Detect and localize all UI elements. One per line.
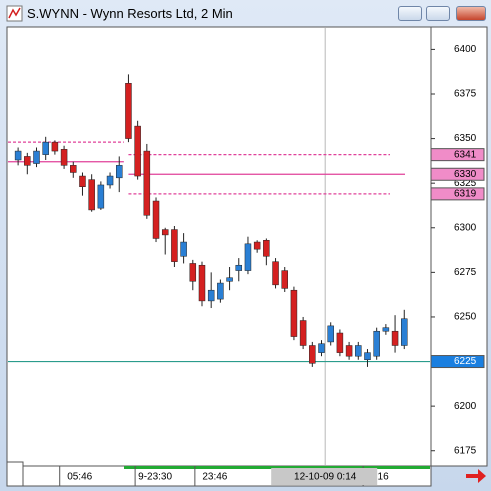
close-button[interactable] (456, 6, 486, 21)
candle-body (14, 150, 22, 161)
candle-body (88, 179, 95, 211)
candle-body (51, 141, 59, 152)
y-tick-label: 6400 (454, 44, 477, 55)
candle-body (180, 241, 187, 257)
level-label: 6225 (454, 356, 477, 367)
candle-body (70, 165, 77, 173)
candle-body (125, 83, 132, 139)
y-tick-label: 6250 (454, 312, 477, 323)
candle-body (161, 229, 169, 236)
candle-body (318, 343, 325, 353)
candle-body (60, 149, 68, 166)
level-label-box (430, 167, 485, 181)
window-title: S.WYNN - Wynn Resorts Ltd, 2 Min (27, 6, 233, 21)
candle-body (382, 327, 390, 332)
y-tick-label: 6300 (454, 222, 477, 233)
candle-body (134, 125, 141, 177)
candle-body (364, 352, 371, 361)
candle-body (336, 332, 344, 353)
candle-body (290, 289, 298, 337)
candle-body (198, 264, 206, 302)
candle-body (391, 330, 399, 346)
y-tick-label: 6350 (454, 133, 477, 144)
level-label-box (430, 148, 485, 162)
candle-body (235, 264, 243, 271)
candle-body (33, 150, 40, 164)
x-tick-label: 16 (378, 472, 390, 483)
candle-body (143, 150, 151, 216)
candle-body (309, 345, 316, 364)
scroll-box[interactable] (6, 461, 24, 487)
x-tick-label: 9-23:30 (138, 472, 172, 483)
maximize-button[interactable] (426, 6, 450, 21)
y-tick-label: 6275 (454, 267, 477, 278)
y-tick-label: 6375 (454, 89, 477, 100)
candle-body (272, 261, 279, 286)
plot-area (6, 26, 432, 467)
candle-body (152, 200, 160, 239)
candle-body (106, 175, 114, 186)
candle-body (97, 184, 105, 209)
level-label: 6330 (454, 169, 477, 180)
level-label: 6341 (454, 149, 477, 160)
level-label-box (430, 355, 485, 369)
level-label: 6319 (454, 189, 477, 200)
candle-body (79, 175, 86, 187)
scroll-arrow[interactable] (466, 469, 486, 483)
candle-body (281, 270, 288, 289)
x-tick-label: 05:46 (67, 472, 92, 483)
candle-body (401, 318, 408, 346)
y-tick-label: 6325 (454, 178, 477, 189)
range-bar (124, 466, 430, 469)
candle-body (299, 320, 307, 346)
candle-body (253, 241, 261, 250)
y-tick-label: 6175 (454, 445, 477, 456)
title-bar: S.WYNN - Wynn Resorts Ltd, 2 Min (0, 0, 491, 26)
candle-body (217, 282, 224, 300)
candle-body (171, 229, 178, 262)
minimize-button[interactable] (398, 6, 422, 21)
candle-body (263, 240, 270, 257)
cursor-label-box (271, 468, 378, 485)
y-tick-label: 6200 (454, 401, 477, 412)
x-tick-label: 23:46 (202, 472, 227, 483)
candle-body (207, 289, 215, 302)
candle-body (189, 263, 197, 282)
candle-body (327, 325, 334, 343)
app-icon (6, 5, 23, 22)
level-label-box (430, 187, 485, 201)
candle-body (244, 243, 252, 271)
candle-body (115, 165, 123, 179)
candle-body (226, 277, 233, 282)
candle-body (373, 330, 380, 357)
cursor-label: 12-10-09 0:14 (294, 472, 357, 483)
candle-body (355, 345, 362, 357)
candle-body (42, 141, 49, 155)
candle-body (24, 156, 31, 166)
y-axis-area (430, 26, 488, 467)
candle-body (345, 345, 353, 357)
